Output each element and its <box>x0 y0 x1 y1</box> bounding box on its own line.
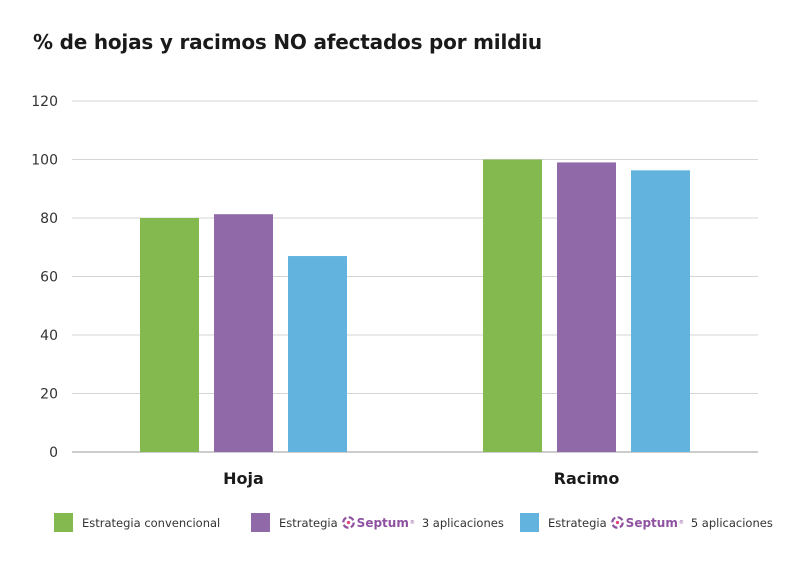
bar <box>214 214 273 452</box>
bar <box>140 218 199 452</box>
x-tick-label: Hoja <box>223 469 264 488</box>
legend-swatch <box>54 513 73 532</box>
brand-mark: ® <box>678 519 684 526</box>
y-tick-label: 100 <box>31 153 58 169</box>
legend-swatch <box>251 513 270 532</box>
legend-label: Estrategia convencional <box>82 515 221 530</box>
septum-logo-icon <box>341 516 355 529</box>
brand-name: Septum <box>356 515 409 530</box>
bar-chart: 0 20 40 60 80 100 120 Hoja Racimo <box>31 94 758 488</box>
y-tick-label: 60 <box>40 270 58 286</box>
y-tick-label: 0 <box>49 445 58 461</box>
bar <box>631 170 690 452</box>
y-tick-label: 120 <box>31 94 58 110</box>
legend-item-septum-3: Estrategia Septum ® 3 aplicaciones <box>251 513 504 532</box>
bar <box>483 159 542 452</box>
legend-label-prefix: Estrategia <box>279 515 338 530</box>
legend-label-prefix: Estrategia <box>548 515 607 530</box>
bars <box>140 159 690 453</box>
legend: Estrategia convencional Estrategia Septu… <box>0 508 800 538</box>
legend-label-suffix: 5 aplicaciones <box>690 515 773 530</box>
y-tick-label: 20 <box>40 387 58 403</box>
x-axis-ticks: Hoja Racimo <box>223 469 619 488</box>
legend-item-septum-5: Estrategia Septum ® 5 aplicaciones <box>520 513 773 532</box>
brand-name: Septum <box>625 515 678 530</box>
bar <box>288 256 347 452</box>
y-tick-label: 40 <box>40 328 58 344</box>
septum-logo: Septum ® <box>610 515 687 530</box>
y-tick-label: 80 <box>40 211 58 227</box>
x-tick-label: Racimo <box>554 469 620 488</box>
septum-logo: Septum ® <box>341 515 418 530</box>
legend-label-suffix: 3 aplicaciones <box>421 515 504 530</box>
brand-mark: ® <box>409 519 415 526</box>
legend-item-convencional: Estrategia convencional <box>54 513 220 532</box>
bar <box>557 162 616 453</box>
y-axis-ticks: 0 20 40 60 80 100 120 <box>31 94 58 461</box>
septum-logo-icon <box>610 516 624 529</box>
chart-title: % de hojas y racimos NO afectados por mi… <box>33 30 542 54</box>
legend-swatch <box>520 513 539 532</box>
